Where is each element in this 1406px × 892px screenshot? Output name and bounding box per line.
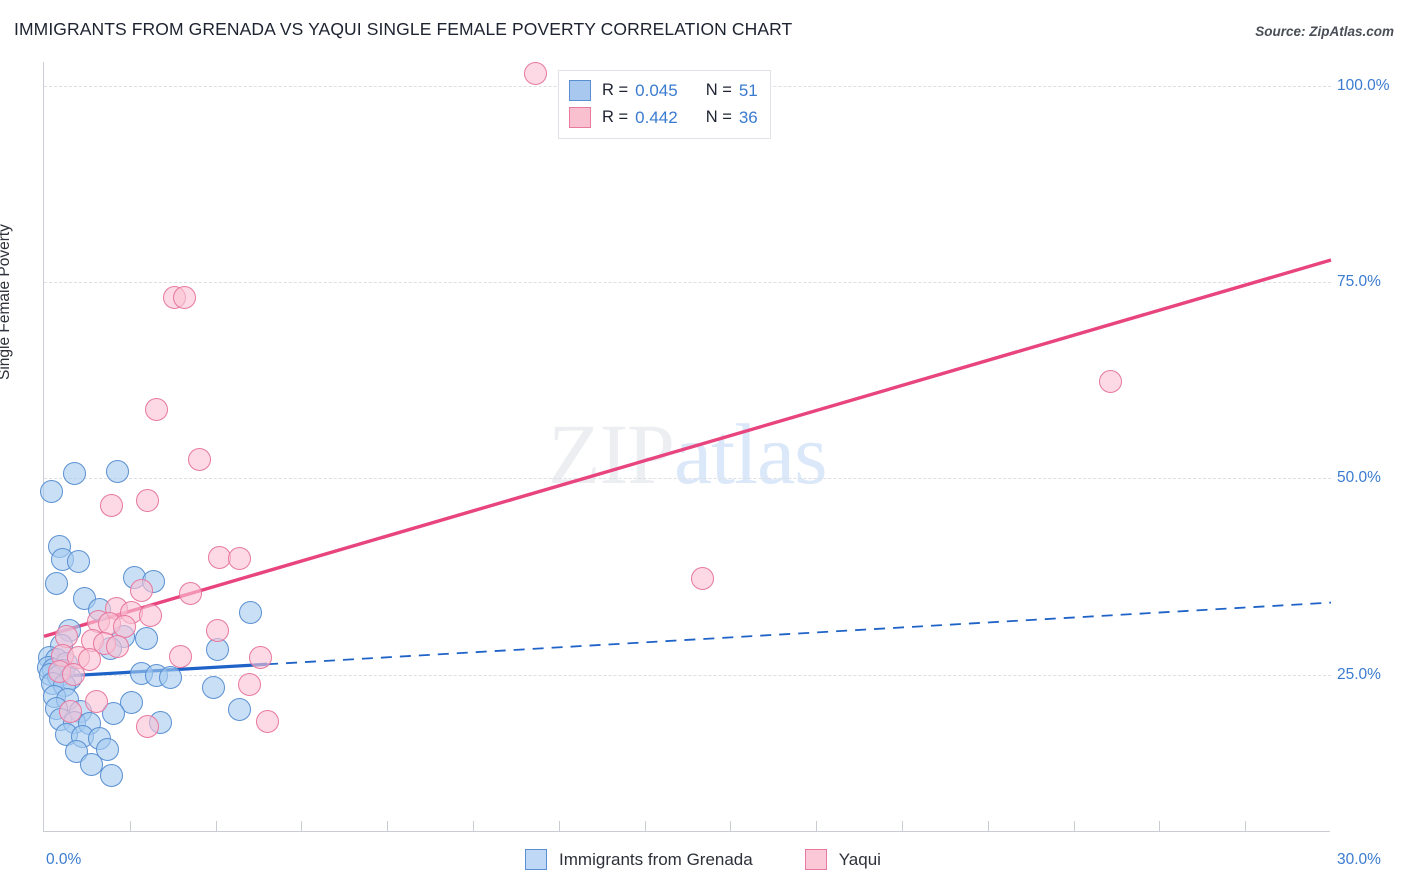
data-point[interactable] [84,690,108,714]
gridline [44,282,1331,283]
x-axis-min-label: 0.0% [46,851,82,868]
data-point[interactable] [106,459,130,483]
data-point[interactable] [249,646,273,670]
series-legend: Immigrants from Grenada Yaqui [0,849,1406,870]
data-point[interactable] [77,648,101,672]
plot-area [36,62,1332,832]
data-point[interactable] [239,600,263,624]
x-axis-tick [1245,821,1247,832]
x-axis-tick [387,821,389,832]
x-axis-tick [129,821,131,832]
legend-label: Yaqui [838,849,881,869]
trend-line-dashed-blue [267,601,1332,666]
data-point[interactable] [130,578,154,602]
data-point[interactable] [134,627,158,651]
data-point[interactable] [173,286,197,310]
r-value: 0.442 [635,107,678,127]
legend-swatch-blue [525,849,548,870]
x-axis-tick [301,821,303,832]
data-point[interactable] [101,701,125,725]
data-point[interactable] [66,550,90,574]
data-point[interactable] [136,715,160,739]
x-axis-tick [558,821,560,832]
data-point[interactable] [179,581,203,605]
data-point[interactable] [201,675,225,699]
trend-line-pink [43,258,1332,638]
data-point[interactable] [1098,370,1122,394]
data-point[interactable] [159,665,183,689]
r-value: 0.045 [635,80,678,100]
n-label: N = [705,81,732,99]
legend-label: Immigrants from Grenada [559,849,753,869]
x-axis-tick [215,821,217,832]
x-axis-max-label: 30.0% [1337,851,1381,868]
legend-item-immigrants-from-grenada[interactable]: Immigrants from Grenada [525,849,753,870]
r-label: R = [602,81,629,99]
data-point[interactable] [227,697,251,721]
x-axis-tick [1159,821,1161,832]
data-point[interactable] [106,635,130,659]
y-axis-tick-label: 75.0% [1337,273,1381,290]
r-label: R = [602,108,629,126]
n-label: N = [705,108,732,126]
y-axis-tick-label: 100.0% [1337,76,1390,94]
y-axis-tick-label: 50.0% [1337,469,1381,487]
data-point[interactable] [40,480,64,504]
data-point[interactable] [63,462,87,486]
data-point[interactable] [100,763,124,787]
y-axis-tick-label: 25.0% [1337,665,1381,683]
x-axis-tick [644,821,646,832]
data-point[interactable] [95,738,119,761]
data-point[interactable] [61,662,85,686]
data-point[interactable] [136,488,160,512]
data-point[interactable] [255,709,279,733]
data-point[interactable] [79,752,103,776]
x-axis-tick [473,821,474,832]
legend-swatch-pink [804,849,827,870]
series-swatch-pink [569,107,591,128]
correlation-stats-legend: R = 0.045 N = 51 R = 0.442 N = 36 [558,70,771,139]
stats-row: R = 0.045 N = 51 [569,77,758,104]
data-point[interactable] [44,572,68,596]
page-title: IMMIGRANTS FROM GRENADA VS YAQUI SINGLE … [14,19,793,39]
y-axis-title: Single Female Poverty [0,224,13,380]
data-point[interactable] [237,672,261,696]
legend-item-yaqui[interactable]: Yaqui [804,849,881,870]
x-axis-tick [816,821,818,832]
data-point[interactable] [187,448,211,472]
data-point[interactable] [59,700,83,724]
n-value: 51 [738,80,758,100]
series-swatch-blue [569,80,591,101]
data-point[interactable] [168,645,192,669]
gridline [44,674,1331,676]
n-value: 36 [738,107,758,127]
data-point[interactable] [120,690,144,714]
x-axis-tick [730,821,732,832]
data-point[interactable] [523,62,547,86]
data-point[interactable] [691,566,714,590]
stats-row: R = 0.442 N = 36 [569,104,758,131]
x-axis-tick [1073,821,1075,832]
source-label: Source: ZipAtlas.com [1255,24,1394,39]
gridline [44,478,1331,480]
data-point[interactable] [144,397,168,421]
x-axis-tick [987,821,989,832]
data-point[interactable] [100,493,124,517]
x-axis-tick [902,821,903,832]
data-point[interactable] [138,603,162,627]
data-point[interactable] [227,547,251,571]
data-point[interactable] [206,618,230,642]
